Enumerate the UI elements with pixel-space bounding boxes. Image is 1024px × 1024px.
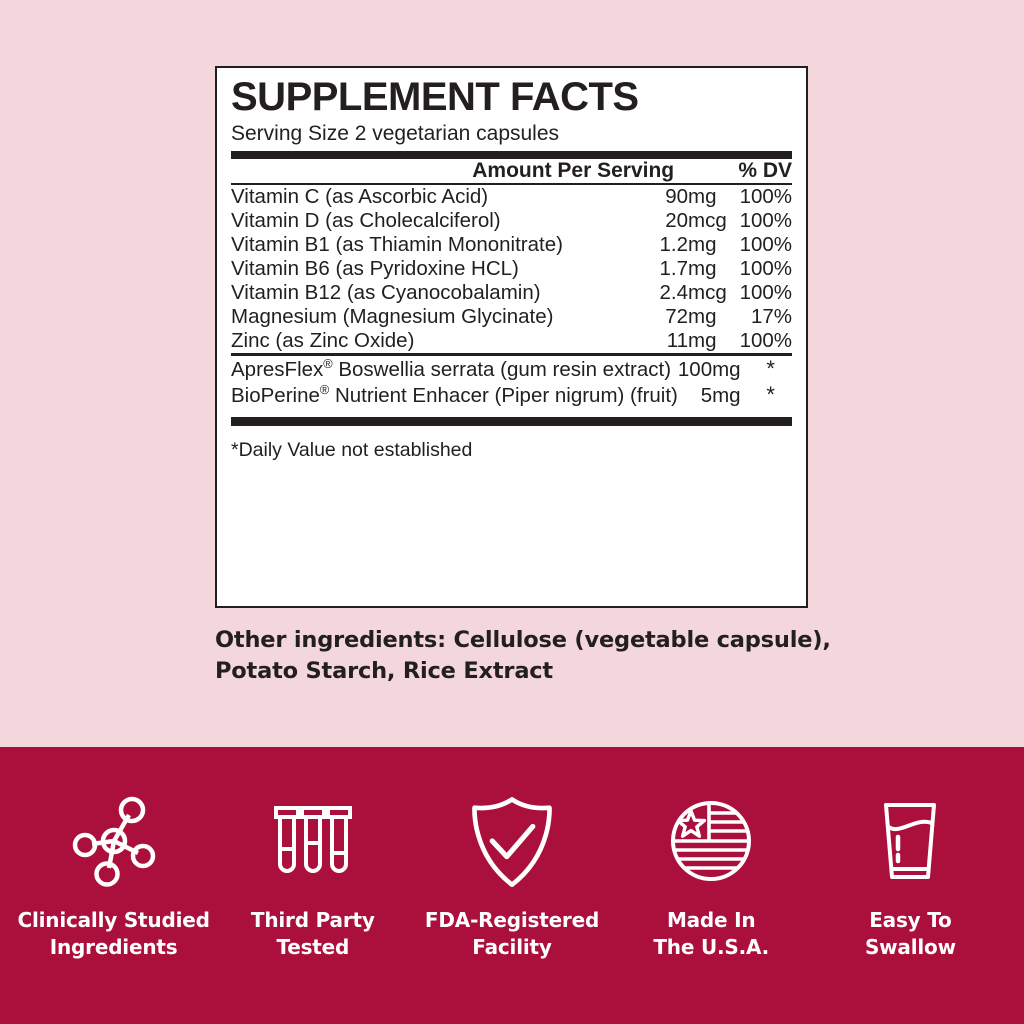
badge-label: Easy To Swallow	[864, 908, 956, 959]
table-row: Vitamin B12 (as Cyanocobalamin) 2.4 mcg 100…	[231, 281, 792, 305]
botanical-brand: BioPerine	[231, 384, 320, 408]
nutrient-amount: 2.4	[659, 281, 689, 305]
nutrient-percent-dv: 100%	[739, 209, 792, 233]
table-header-row: Amount Per Serving % DV	[231, 159, 792, 183]
supplement-facts-panel: SUPPLEMENT FACTS Serving Size 2 vegetari…	[215, 66, 808, 608]
botanical-divider-rule	[231, 353, 792, 357]
badge-label: Made In The U.S.A.	[653, 908, 770, 959]
nutrient-unit: mg	[688, 185, 717, 209]
nutrient-amount: 11	[666, 329, 688, 353]
table-row: BioPerine® Nutrient Enhacer (Piper nigru…	[231, 382, 792, 408]
nutrient-name: Vitamin D (as Cholecalciferol)	[231, 209, 501, 233]
table-row: Vitamin B6 (as Pyridoxine HCL) 1.7 mg 100%	[231, 257, 792, 281]
table-row: Vitamin D (as Cholecalciferol) 20 mcg 100%	[231, 209, 792, 233]
molecule-icon	[64, 789, 164, 893]
nutrient-percent-dv: 100%	[739, 185, 792, 209]
table-row: Magnesium (Magnesium Glycinate) 72 mg 17%	[231, 305, 792, 329]
nutrient-name: Vitamin B12 (as Cyanocobalamin)	[231, 281, 541, 305]
badge-label: Third Party Tested	[250, 908, 375, 959]
serving-size-text: Serving Size 2 vegetarian capsules	[231, 122, 560, 145]
botanical-unit: mg	[712, 358, 741, 382]
nutrient-percent-dv: 17%	[750, 305, 792, 329]
botanical-brand: ApresFlex	[231, 358, 324, 382]
nutrient-percent-dv: 100%	[739, 281, 792, 305]
botanical-name: BioPerine® Nutrient Enhacer (Piper nigru…	[231, 382, 678, 408]
botanical-name: ApresFlex® Boswellia serrata (gum resin …	[231, 356, 678, 382]
badge-label: FDA-Registered Facility	[424, 908, 600, 959]
nutrient-name: Zinc (as Zinc Oxide)	[231, 329, 415, 353]
badge-made-in-usa: Made In The U.S.A.	[612, 747, 811, 961]
nutrient-amount: 90	[665, 185, 688, 209]
badge-fda-registered-facility: FDA-Registered Facility	[412, 747, 611, 961]
nutrient-percent-dv: 100%	[739, 233, 792, 257]
nutrient-amount: 1.7	[659, 257, 689, 281]
nutrient-amount: 72	[665, 305, 688, 329]
other-ingredients-text: Other ingredients: Cellulose (vegetable …	[215, 627, 831, 685]
nutrient-unit: mcg	[688, 209, 727, 233]
water-glass-icon	[860, 789, 960, 893]
nutrient-amount: 20	[665, 209, 688, 233]
botanical-percent-dv: *	[766, 356, 775, 382]
botanical-description: Boswellia serrata (gum resin extract)	[332, 358, 672, 382]
header-underline-rule	[231, 183, 792, 186]
botanical-unit: mg	[712, 384, 741, 408]
botanical-rows-table: ApresFlex® Boswellia serrata (gum resin …	[231, 356, 792, 408]
test-tubes-icon	[263, 789, 363, 893]
daily-value-footnote: *Daily Value not established	[231, 439, 473, 462]
header-percent-dv: % DV	[738, 159, 792, 183]
badge-third-party-tested: Third Party Tested	[213, 747, 412, 961]
usa-flag-icon	[661, 789, 761, 893]
nutrient-name: Vitamin B6 (as Pyridoxine HCL)	[231, 257, 519, 281]
botanical-description: Nutrient Enhacer (Piper nigrum) (fruit)	[329, 384, 678, 408]
nutrient-unit: mcg	[688, 281, 727, 305]
registered-trademark-icon: ®	[319, 382, 330, 398]
badge-label: Clinically Studied Ingredients	[17, 908, 210, 959]
trust-badges-banner: Clinically Studied Ingredients Third Par…	[0, 747, 1024, 1024]
nutrient-rows-table: Vitamin C (as Ascorbic Acid) 90 mg 100% Vita…	[231, 185, 792, 353]
table-row: ApresFlex® Boswellia serrata (gum resin …	[231, 356, 792, 382]
supplement-facts-content: SUPPLEMENT FACTS Serving Size 2 vegetari…	[231, 76, 792, 462]
botanical-amount: 5	[700, 384, 713, 408]
nutrient-name: Vitamin B1 (as Thiamin Mononitrate)	[231, 233, 563, 257]
nutrition-table: Amount Per Serving % DV	[231, 159, 792, 183]
registered-trademark-icon: ®	[323, 356, 333, 372]
nutrient-percent-dv: 100%	[739, 257, 792, 281]
botanical-amount: 100	[677, 358, 713, 382]
nutrient-name: Vitamin C (as Ascorbic Acid)	[231, 185, 489, 209]
nutrient-percent-dv: 100%	[739, 329, 792, 353]
nutrient-unit: mg	[688, 329, 717, 353]
nutrient-unit: mg	[688, 233, 717, 257]
botanical-rows-body: ApresFlex® Boswellia serrata (gum resin …	[231, 356, 792, 408]
badge-clinically-studied-ingredients: Clinically Studied Ingredients	[14, 747, 213, 961]
nutrient-unit: mg	[688, 305, 717, 329]
footer-thick-rule	[231, 417, 792, 427]
nutrient-rows-body: Vitamin C (as Ascorbic Acid) 90 mg 100% Vita…	[231, 185, 792, 353]
badge-easy-to-swallow: Easy To Swallow	[811, 747, 1010, 961]
table-row: Zinc (as Zinc Oxide) 11 mg 100%	[231, 329, 792, 353]
table-row: Vitamin B1 (as Thiamin Mononitrate) 1.2 mg…	[231, 233, 792, 257]
table-row: Vitamin C (as Ascorbic Acid) 90 mg 100%	[231, 185, 792, 209]
shield-check-icon	[460, 789, 564, 893]
page-title: SUPPLEMENT FACTS	[231, 75, 639, 119]
botanical-percent-dv: *	[766, 382, 775, 408]
nutrient-name: Magnesium (Magnesium Glycinate)	[231, 305, 554, 329]
header-thick-rule	[231, 151, 792, 160]
header-amount-per-serving: Amount Per Serving	[472, 159, 675, 183]
nutrient-unit: mg	[688, 257, 717, 281]
nutrient-amount: 1.2	[659, 233, 689, 257]
